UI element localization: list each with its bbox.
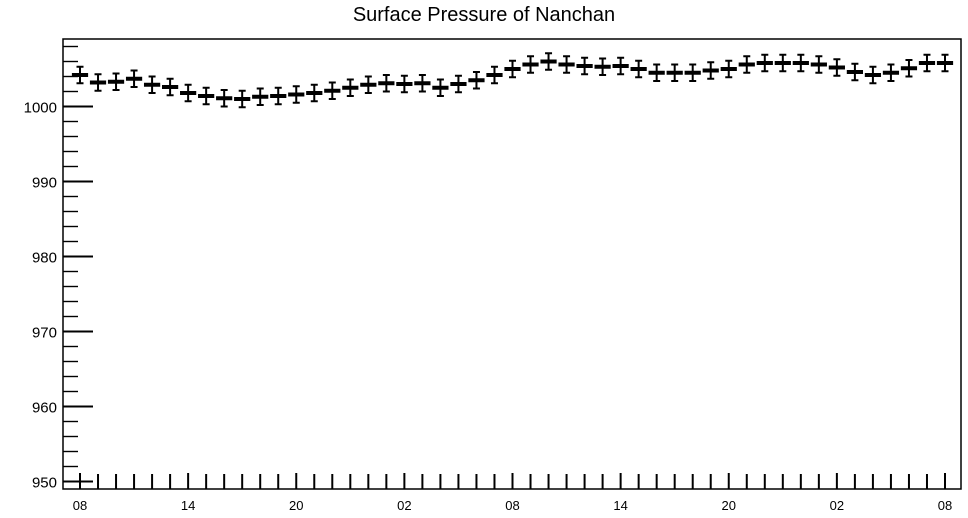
data-point [522,55,539,74]
data-point [450,74,467,94]
y-tick-label: 960 [32,400,57,417]
data-point [125,69,143,88]
data-point [738,55,755,74]
x-tick-label: 20 [722,498,736,513]
x-tick-label: 02 [397,498,411,513]
chart-title: Surface Pressure of Nanchan [352,4,616,26]
data-point [89,73,107,92]
data-point [684,63,701,82]
data-point [774,53,791,73]
data-point [486,65,503,85]
data-point [468,71,485,90]
x-tick-label: 14 [181,498,195,513]
data-point [360,75,377,94]
y-tick-label: 1000 [24,100,57,117]
y-tick-label: 970 [32,325,57,342]
data-point [378,74,395,93]
data-point [234,89,251,109]
data-point [792,53,809,73]
data-point [882,63,900,82]
data-point [161,77,179,97]
data-point [720,59,737,79]
tick-labels: 950 960 970 980 990 1000 08 14 20 02 08 14 20 02 08 [24,100,953,514]
data-point [414,74,431,93]
data-point [666,63,683,82]
data-point [143,75,161,94]
data-point [288,85,305,104]
data-point [270,86,287,106]
data-point [648,63,665,82]
data-point [702,61,719,80]
x-tick-label: 08 [505,498,519,513]
x-tick-label: 08 [73,498,87,513]
data-points [71,52,954,109]
x-tick-label: 08 [938,498,952,513]
data-point [846,62,864,82]
data-point [558,55,575,74]
data-point [900,59,918,78]
plot-frame [62,38,962,490]
data-point [630,59,647,79]
data-point [324,81,341,100]
data-point [306,83,323,103]
data-point [918,53,936,73]
data-point [396,74,413,94]
data-point [540,52,557,71]
y-tick-label: 980 [32,250,57,267]
data-point [576,56,593,76]
data-point [864,65,882,85]
data-point [107,72,125,91]
data-point [432,78,449,97]
data-point [612,56,629,76]
data-point [180,83,197,103]
data-point [504,59,521,79]
data-point [594,57,611,76]
x-tick-label: 14 [613,498,627,513]
data-point [216,89,233,108]
data-point [936,53,954,73]
data-point [342,78,359,97]
data-point [252,87,269,106]
y-tick-label: 950 [32,475,57,492]
axis-ticks [63,45,946,489]
data-point [198,86,215,106]
x-tick-label: 02 [830,498,844,513]
data-point [828,58,845,77]
data-point [71,65,89,85]
data-point [810,55,827,74]
data-point [756,53,773,73]
x-tick-label: 20 [289,498,303,513]
y-tick-label: 990 [32,175,57,192]
